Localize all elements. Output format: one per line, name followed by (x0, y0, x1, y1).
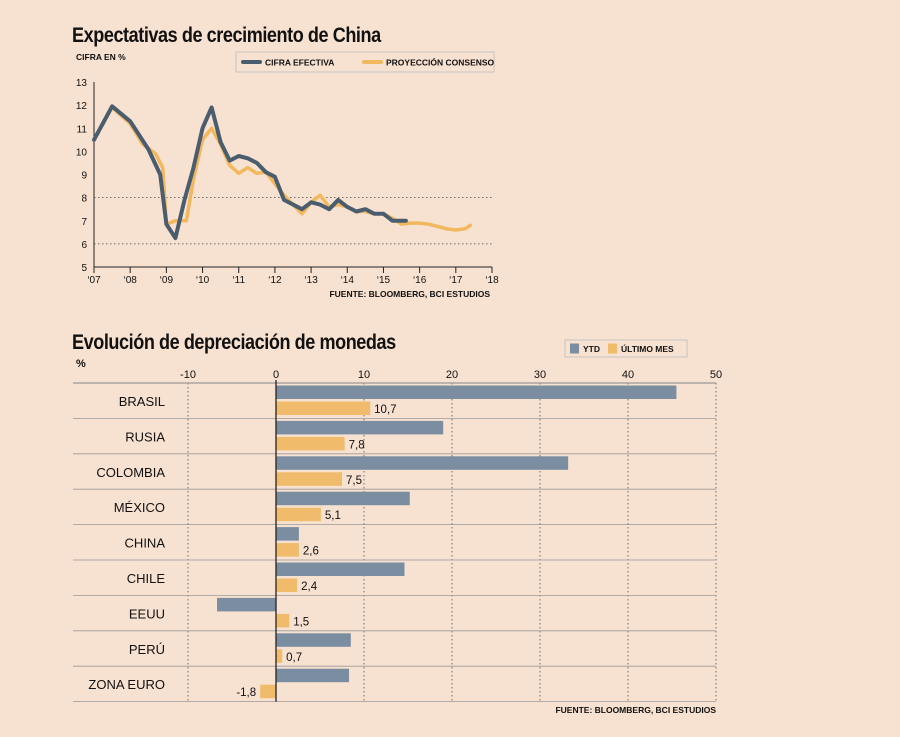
y-tick-label: 10 (76, 147, 88, 158)
data-label: -1,8 (236, 687, 256, 699)
x-tick-label: 0 (273, 369, 279, 381)
y-tick-label: 8 (81, 194, 87, 205)
legend-label-ytd: YTD (583, 344, 600, 354)
bar-ytd (276, 456, 569, 470)
data-label: 7,5 (346, 475, 362, 487)
category-label: BRASIL (119, 394, 165, 409)
bar-ultimo-mes (276, 649, 283, 663)
category-label: CHINA (125, 536, 166, 551)
category-label: ZONA EURO (88, 677, 165, 692)
x-tick-label: ‘10 (196, 275, 210, 286)
bar-ytd (276, 491, 410, 506)
x-tick-label: ‘13 (304, 275, 318, 286)
series-line-proyeccion-consenso (92, 105, 473, 232)
y-axis-label: CIFRA EN % (76, 52, 126, 62)
legend-swatch-ytd (570, 343, 579, 354)
x-tick-label: ‘16 (413, 275, 427, 286)
x-tick-label: ‘07 (87, 275, 101, 286)
data-label: 10,7 (374, 404, 396, 416)
source-note: FUENTE: BLOOMBERG, BCI ESTUDIOS (329, 289, 490, 299)
y-tick-label: 9 (81, 171, 87, 182)
bar-ultimo-mes (276, 436, 345, 451)
bar-ytd (276, 633, 351, 647)
data-label: 5,1 (325, 510, 341, 522)
x-tick-label: 20 (446, 369, 458, 381)
x-tick-label: ‘15 (377, 275, 391, 286)
x-tick-label: ‘17 (449, 275, 463, 286)
y-tick-label: 11 (77, 124, 88, 135)
chart-2-title: Evolución de depreciación de monedas (72, 331, 396, 354)
category-label: RUSIA (125, 429, 165, 444)
chart-1-title: Expectativas de crecimiento de China (72, 24, 381, 47)
legend-label-proyeccion-consenso: PROYECCIÓN CONSENSO (386, 57, 495, 68)
series-line-cifra-efectiva (92, 104, 408, 241)
bar-ultimo-mes (260, 684, 276, 699)
bar-ultimo-mes (276, 401, 371, 415)
bar-ultimo-mes (276, 472, 342, 486)
y-tick-label: 5 (81, 263, 87, 274)
legend-swatch-ultimo-mes (608, 343, 617, 354)
unit-label: % (76, 358, 86, 370)
x-tick-label: 40 (622, 369, 634, 381)
bar-ytd (276, 562, 405, 576)
bar-ytd (276, 420, 444, 435)
bar-ytd (276, 385, 677, 399)
x-tick-label: ‘18 (485, 275, 499, 286)
data-label: 7,8 (349, 439, 365, 451)
x-tick-label: ‘11 (232, 275, 245, 286)
y-tick-label: 6 (81, 240, 87, 251)
category-label: CHILE (127, 571, 166, 586)
source-note: FUENTE: BLOOMBERG, BCI ESTUDIOS (555, 705, 716, 715)
bar-ultimo-mes (276, 613, 290, 628)
bar-ultimo-mes (276, 578, 298, 592)
bar-ultimo-mes (276, 543, 299, 557)
x-tick-label: ‘09 (160, 275, 174, 286)
data-label: 1,5 (293, 616, 309, 628)
x-tick-label: ‘08 (124, 275, 138, 286)
category-label: COLOMBIA (96, 465, 165, 480)
x-tick-label: ‘14 (341, 275, 355, 286)
bar-ultimo-mes (276, 507, 321, 522)
x-tick-label: -10 (180, 369, 196, 381)
x-tick-label: 30 (534, 369, 546, 381)
legend-label-cifra-efectiva: CIFRA EFECTIVA (265, 58, 334, 68)
x-tick-label: 10 (358, 369, 370, 381)
bar-ytd (276, 527, 299, 541)
y-tick-label: 13 (76, 78, 88, 89)
x-tick-label: 50 (710, 369, 722, 381)
y-tick-label: 7 (81, 217, 87, 228)
data-label: 2,4 (301, 581, 318, 593)
y-tick-label: 12 (76, 101, 88, 112)
category-label: MÉXICO (114, 500, 165, 515)
category-label: EEUU (129, 606, 165, 621)
category-label: PERÚ (129, 642, 165, 657)
bar-ytd (276, 668, 350, 683)
legend-label-ultimo-mes: ÚLTIMO MES (621, 343, 674, 354)
data-label: 2,6 (303, 546, 319, 558)
legend-box (564, 339, 688, 358)
bar-ytd (217, 597, 276, 612)
x-tick-label: ‘12 (268, 275, 282, 286)
data-label: 0,7 (286, 652, 302, 664)
